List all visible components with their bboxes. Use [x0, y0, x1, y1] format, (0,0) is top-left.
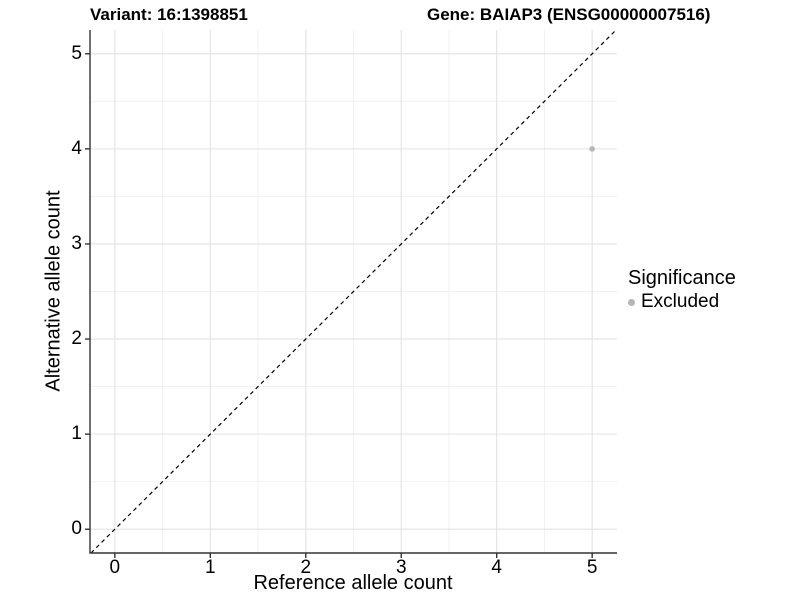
- x-tick-label: 5: [586, 557, 598, 578]
- y-tick-label: 0: [71, 518, 82, 540]
- legend-point-icon: [628, 298, 635, 306]
- y-tick-label: 3: [71, 232, 82, 254]
- y-tick-label: 5: [71, 42, 82, 64]
- y-tick-label: 4: [71, 137, 82, 159]
- legend-item-excluded: Excluded: [628, 291, 736, 313]
- data-point: [589, 146, 595, 152]
- x-tick-label: 1: [204, 557, 216, 578]
- x-axis-title: Reference allele count: [253, 572, 453, 594]
- legend-title: Significance: [628, 267, 736, 289]
- variant-title: Variant: 16:1398851: [90, 5, 248, 24]
- legend: Significance Excluded: [628, 266, 736, 313]
- x-tick-label: 2: [300, 557, 312, 578]
- y-tick-label: 1: [71, 423, 82, 445]
- y-axis-title: Alternative allele count: [42, 190, 65, 392]
- x-tick-label: 0: [109, 557, 121, 578]
- gene-title: Gene: BAIAP3 (ENSG00000007516): [427, 5, 711, 24]
- identity-dashed-line: [90, 29, 617, 554]
- legend-item-label: Excluded: [641, 291, 720, 312]
- x-tick-label: 3: [395, 557, 407, 578]
- x-tick-label: 4: [491, 557, 502, 578]
- y-tick-label: 2: [71, 328, 82, 350]
